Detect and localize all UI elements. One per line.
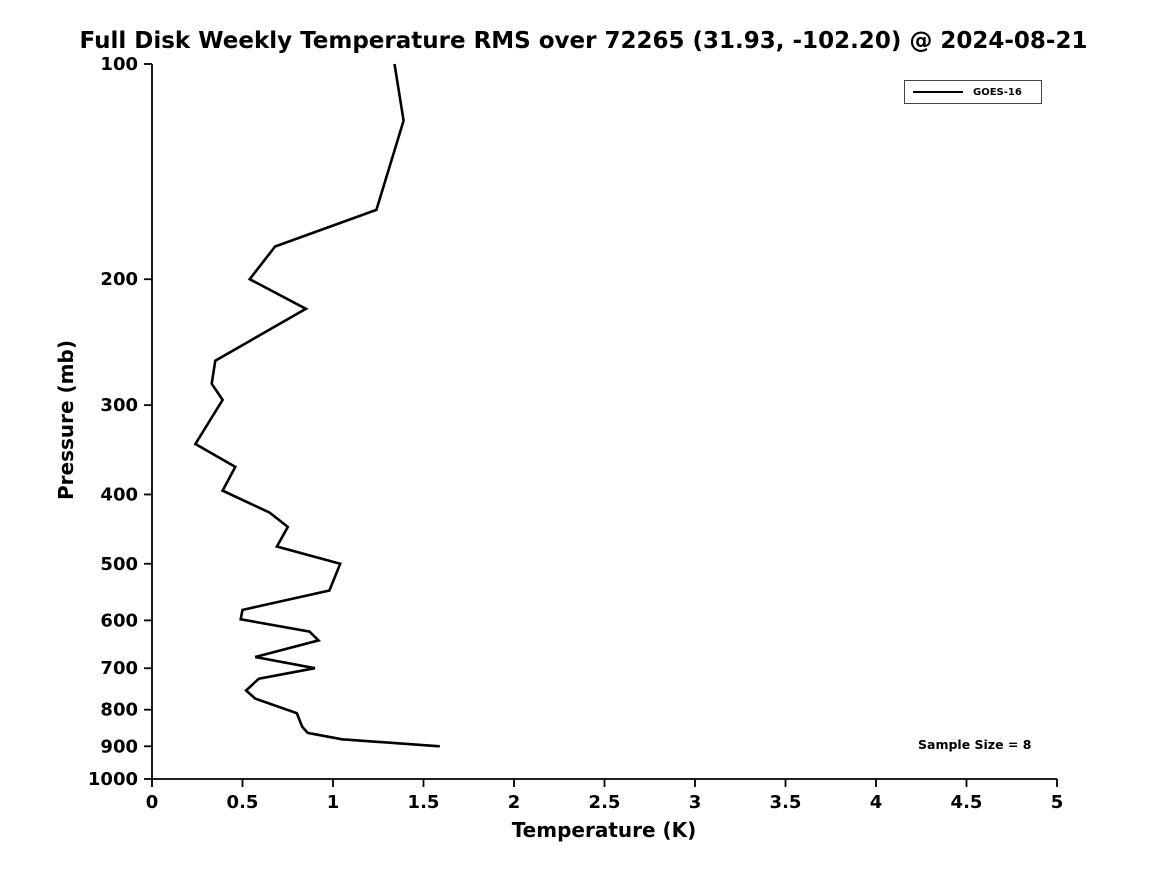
x-tick-label-0: 0 [146,792,159,813]
x-tick-label-1: 0.5 [227,792,259,813]
x-tick-label-9: 4.5 [951,792,983,813]
y-tick-label-3: 400 [100,484,138,505]
x-tick-label-3: 1.5 [408,792,440,813]
x-tick-label-6: 3 [689,792,702,813]
y-tick-label-6: 700 [100,658,138,679]
x-tick-label-10: 5 [1051,792,1064,813]
y-tick-label-8: 900 [100,736,138,757]
y-axis-label: Pressure (mb) [54,340,78,500]
x-axis-label: Temperature (K) [511,818,697,842]
legend-series-label: GOES-16 [973,86,1022,98]
x-tick-label-8: 4 [870,792,883,813]
y-tick-label-1: 200 [100,269,138,290]
y-tick-label-5: 600 [100,610,138,631]
x-tick-label-4: 2 [508,792,521,813]
y-tick-label-9: 1000 [88,769,138,790]
x-tick-label-7: 3.5 [770,792,802,813]
series-line-goes-16 [193,63,440,748]
legend-line-sample [913,91,963,93]
x-tick-label-5: 2.5 [589,792,621,813]
legend: GOES-16 [904,80,1042,104]
y-tick-label-0: 100 [100,54,138,75]
chart-title: Full Disk Weekly Temperature RMS over 72… [79,28,1088,54]
x-tick-label-2: 1 [327,792,340,813]
y-tick-label-4: 500 [100,554,138,575]
sample-size-annotation: Sample Size = 8 [918,737,1032,752]
y-tick-label-2: 300 [100,395,138,416]
y-tick-label-7: 800 [100,700,138,721]
